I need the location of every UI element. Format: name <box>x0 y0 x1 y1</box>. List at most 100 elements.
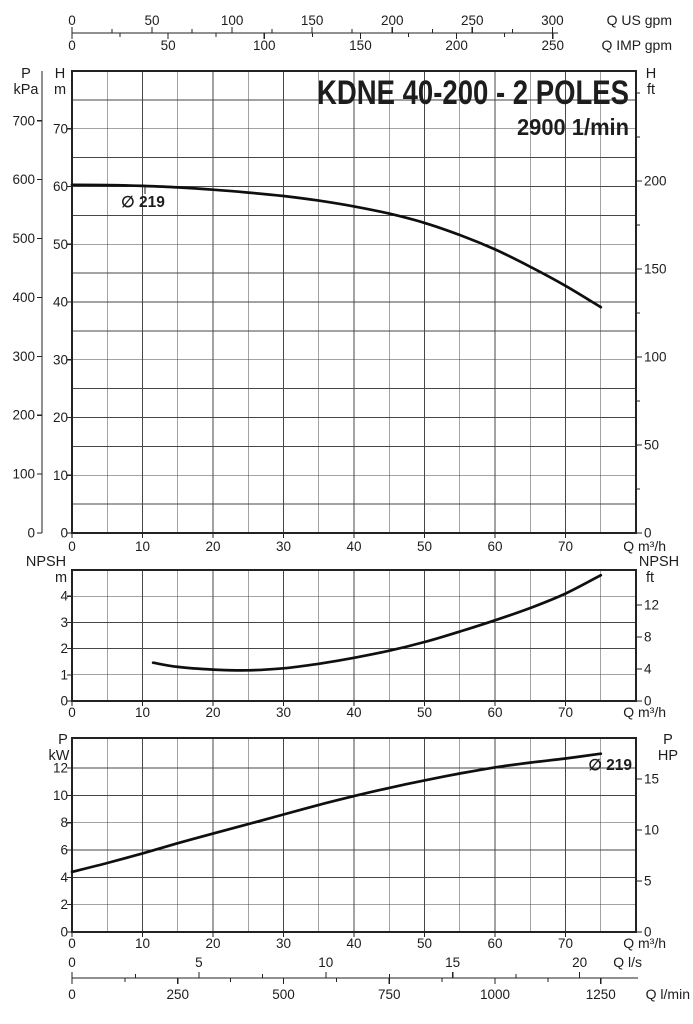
kpa-tick-label: 100 <box>12 467 35 482</box>
impeller-diameter-label: ∅ 219 <box>121 186 165 211</box>
y-tick-label: 3 <box>60 615 68 630</box>
x-tick-label: 10 <box>135 539 150 554</box>
x-tick-label: 0 <box>68 936 76 951</box>
right-tick-label: 200 <box>644 173 667 188</box>
q-us-gpm-ruler: 0 50 100 150 200 250 300 Q US gpm <box>68 12 672 33</box>
y-axis-right-label-H: H <box>646 66 656 82</box>
y-tick-label: 0 <box>60 925 68 940</box>
ruler-tick-label: 750 <box>378 987 401 1002</box>
ruler-tick-label: 15 <box>445 955 460 970</box>
y-tick-label: 6 <box>60 843 68 858</box>
x-tick-label: 40 <box>346 936 361 951</box>
q-l-min-unit-label: Q l/min <box>646 986 690 1002</box>
ruler-tick-label: 250 <box>461 13 484 28</box>
ruler-tick-label: 100 <box>253 38 276 53</box>
head-curve <box>70 183 603 309</box>
kpa-tick-label: 0 <box>27 526 35 541</box>
ruler-tick-label: 150 <box>349 38 372 53</box>
ruler-tick-label: 100 <box>221 13 244 28</box>
y-tick-label: 40 <box>53 295 68 310</box>
right-tick-label: 10 <box>644 823 659 838</box>
x-tick-label: 50 <box>417 705 432 720</box>
unit-ruler-group: 0 5 10 15 20 Q l/s 0 250 500 750 1000 1250 Q l/min <box>68 954 690 1002</box>
y-axis-label-P: P <box>58 732 68 748</box>
right-tick-label: 0 <box>644 694 652 709</box>
y-tick-label: 20 <box>53 410 68 425</box>
y-axis-left: 0 10 20 30 40 50 60 70 Hm <box>53 66 72 541</box>
y-tick-label: 4 <box>60 870 68 885</box>
kpa-tick-label: 200 <box>12 408 35 423</box>
npsh-chart: 0 10 20 30 40 50 60 70 Q m³/h01234NPSHm04812NPSH… <box>26 554 679 720</box>
head-chart: 0 10 20 30 40 50 60 70 Q m³/h010203040506070Hm01… <box>12 66 666 554</box>
y-tick-label: 2 <box>60 641 68 656</box>
right-tick-label: 0 <box>644 925 652 940</box>
y-tick-label: 12 <box>53 761 68 776</box>
ruler-tick-label: 50 <box>161 38 176 53</box>
x-axis-unit-label: Q m³/h <box>623 935 666 951</box>
x-tick-label: 10 <box>135 936 150 951</box>
x-axis: 0 10 20 30 40 50 60 70 Q m³/h <box>68 701 666 720</box>
power-curve <box>70 752 603 874</box>
ruler-tick-label: 1000 <box>480 987 510 1002</box>
y-axis-right-label-NPSH: NPSH <box>639 554 679 570</box>
x-axis-unit-label: Q m³/h <box>623 704 666 720</box>
ruler-tick-label: 300 <box>541 13 564 28</box>
right-tick-label: 50 <box>644 437 659 452</box>
y-tick-label: 0 <box>60 694 68 709</box>
impeller-diameter-text: ∅ 219 <box>121 194 165 211</box>
x-tick-label: 30 <box>276 936 291 951</box>
x-tick-label: 60 <box>487 705 502 720</box>
right-tick-label: 4 <box>644 662 652 677</box>
y-axis-right-label-P: P <box>663 732 673 748</box>
x-tick-label: 70 <box>558 705 573 720</box>
y-axis-right: 0 50 100 150 200 Hft <box>636 66 667 541</box>
power-chart: 0 10 20 30 40 50 60 70 Q m³/h024681012PkW051015P… <box>49 732 679 951</box>
y-tick-label: 1 <box>60 667 68 682</box>
right-tick-label: 150 <box>644 261 667 276</box>
x-tick-label: 60 <box>487 936 502 951</box>
y-axis-label-kPa: kPa <box>14 82 40 98</box>
ruler-tick-label: 50 <box>145 13 160 28</box>
x-tick-label: 0 <box>68 705 76 720</box>
y-tick-label: 50 <box>53 237 68 252</box>
impeller-diameter-label: ∅ 219 <box>588 757 632 774</box>
x-tick-label: 70 <box>558 936 573 951</box>
x-axis: 0 10 20 30 40 50 60 70 Q m³/h <box>68 932 666 951</box>
kpa-tick-label: 700 <box>12 113 35 128</box>
ruler-tick-label: 200 <box>381 13 404 28</box>
right-tick-label: 100 <box>644 349 667 364</box>
right-tick-label: 5 <box>644 874 652 889</box>
y-axis-right-label-ft: ft <box>646 570 654 586</box>
y-tick-label: 4 <box>60 589 68 604</box>
q-us-gpm-unit-label: Q US gpm <box>607 12 672 28</box>
y-axis-label-P: P <box>21 66 31 82</box>
q-l-s-ruler: 0 5 10 15 20 Q l/s <box>68 954 642 978</box>
right-tick-label: 8 <box>644 630 652 645</box>
y-tick-label: 0 <box>60 526 68 541</box>
x-tick-label: 40 <box>346 539 361 554</box>
q-imp-gpm-unit-label: Q IMP gpm <box>601 37 672 53</box>
x-tick-label: 20 <box>205 705 220 720</box>
unit-ruler-group: 0 50 100 150 200 250 300 Q US gpm 0 50 100 150 200 25… <box>68 12 672 53</box>
x-tick-label: 50 <box>417 936 432 951</box>
ruler-tick-label: 0 <box>68 987 76 1002</box>
x-tick-label: 40 <box>346 705 361 720</box>
x-tick-label: 10 <box>135 705 150 720</box>
kpa-tick-label: 500 <box>12 231 35 246</box>
x-axis: 0 10 20 30 40 50 60 70 Q m³/h <box>68 533 666 554</box>
page-title: KDNE 40-200 - 2 POLES <box>317 74 629 112</box>
y-tick-label: 10 <box>53 788 68 803</box>
right-tick-label: 0 <box>644 526 652 541</box>
grid <box>72 570 636 701</box>
ruler-tick-label: 0 <box>68 13 76 28</box>
ruler-tick-label: 10 <box>318 955 333 970</box>
x-tick-label: 70 <box>558 539 573 554</box>
y-tick-label: 60 <box>53 179 68 194</box>
x-tick-label: 50 <box>417 539 432 554</box>
ruler-tick-label: 0 <box>68 955 76 970</box>
